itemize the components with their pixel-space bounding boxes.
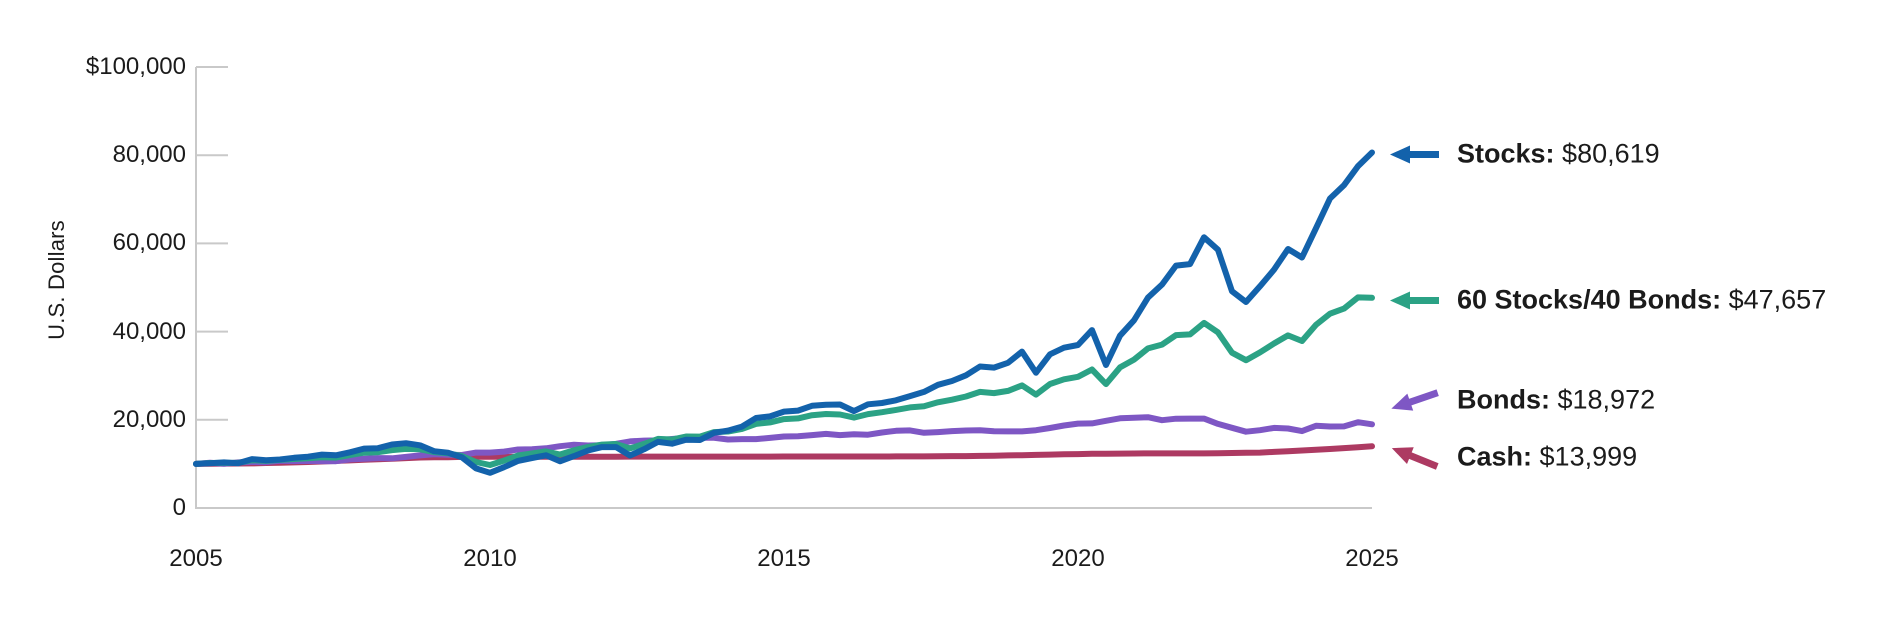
series-label: Stocks:	[1457, 138, 1563, 169]
x-tick-label: 2025	[1345, 545, 1399, 572]
stocks-line	[193, 149, 1375, 476]
annotation-stocks: Stocks: $80,619	[1389, 139, 1660, 170]
y-tick-label: $100,000	[85, 53, 186, 80]
annotation-text: Bonds: $18,972	[1457, 385, 1655, 416]
annotation-text: Cash: $13,999	[1457, 442, 1637, 473]
series-label: 60 Stocks/40 Bonds:	[1457, 284, 1729, 315]
annotation-60-stocks-40-bonds: 60 Stocks/40 Bonds: $47,657	[1389, 285, 1826, 316]
x-tick-label: 2015	[757, 545, 811, 572]
x-tick-label: 2010	[463, 545, 517, 572]
axis-lines	[195, 67, 1372, 509]
cash-arrow-icon	[1391, 446, 1439, 470]
series-final-value: $80,619	[1562, 138, 1660, 169]
annotation-cash: Cash: $13,999	[1389, 442, 1637, 473]
y-tick-label: 60,000	[112, 229, 186, 257]
annotation-text: 60 Stocks/40 Bonds: $47,657	[1457, 285, 1826, 316]
series-final-value: $13,999	[1539, 441, 1638, 472]
x-tick-label: 2005	[169, 545, 223, 572]
y-tick-label: 20,000	[112, 405, 186, 433]
annotation-text: Stocks: $80,619	[1457, 139, 1660, 170]
series-final-value: $18,972	[1557, 384, 1656, 415]
y-tick-label: 40,000	[112, 317, 186, 345]
series-label: Bonds:	[1457, 384, 1558, 415]
bonds-line	[193, 414, 1375, 467]
60-stocks-40-bonds-line	[193, 294, 1375, 468]
x-tick-label: 2020	[1051, 545, 1105, 572]
60-stocks-40-bonds-arrow-icon	[1390, 291, 1439, 309]
series-final-value: $47,657	[1728, 284, 1827, 315]
annotation-bonds: Bonds: $18,972	[1389, 385, 1655, 416]
y-tick-label: 0	[172, 494, 186, 521]
series-label: Cash:	[1457, 441, 1540, 472]
stocks-arrow-icon	[1390, 145, 1439, 163]
y-tick-label: 80,000	[112, 141, 186, 169]
bonds-arrow-icon	[1391, 388, 1439, 411]
